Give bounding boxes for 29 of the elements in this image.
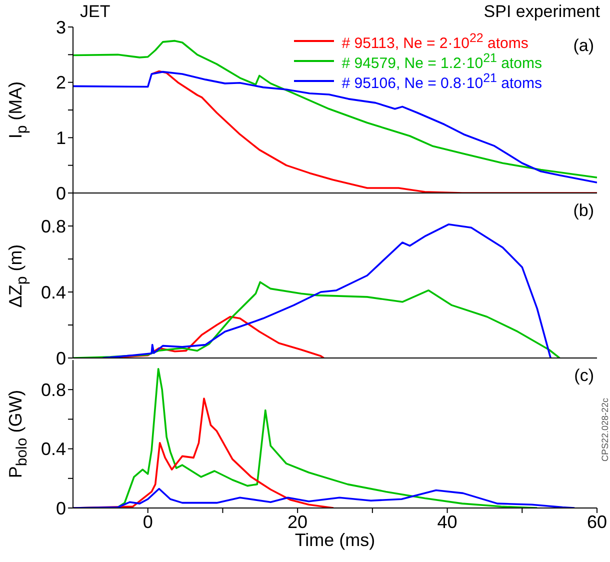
y-tick-label: 3 — [56, 17, 66, 38]
y-tick-label: 0 — [56, 498, 66, 518]
y-tick-label: 0.4 — [40, 282, 66, 302]
legend-label: # 94579, Ne = 1.2·10$^{21}$ atoms — [342, 50, 542, 72]
x-tick-label: 0 — [142, 512, 153, 532]
x-axis-title: Time (ms) — [294, 530, 376, 550]
line-series — [150, 70, 597, 193]
y-tick-label: 0.8 — [40, 216, 66, 236]
y-tick-label: 0 — [56, 183, 66, 204]
line-series — [73, 281, 560, 358]
y-tick-label: 2 — [56, 72, 66, 93]
x-tick-label: 60 — [586, 512, 608, 532]
line-series — [73, 70, 597, 184]
line-series — [102, 223, 552, 358]
y-tick-label: 1 — [56, 128, 66, 148]
annotation: (b) — [573, 201, 594, 221]
x-tick-label: 40 — [437, 512, 458, 532]
line-series — [73, 488, 576, 508]
annotation: (c) — [574, 366, 594, 386]
text: CPS22.028-22c — [600, 398, 610, 462]
text: SPI experiment — [484, 2, 600, 22]
y-tick-label: 0 — [56, 348, 66, 368]
x-tick-label: 20 — [288, 512, 308, 532]
annotation: (a) — [573, 36, 594, 56]
legend-label: # 95106, Ne = 0.8·10$^{21}$ atoms — [342, 70, 542, 92]
legend-label: # 95113, Ne = 2·10$^{22}$ atoms — [342, 30, 528, 52]
y-tick-label: 0.4 — [40, 439, 66, 460]
y-tick-label: 0.8 — [40, 380, 66, 400]
text: JET — [80, 2, 110, 22]
